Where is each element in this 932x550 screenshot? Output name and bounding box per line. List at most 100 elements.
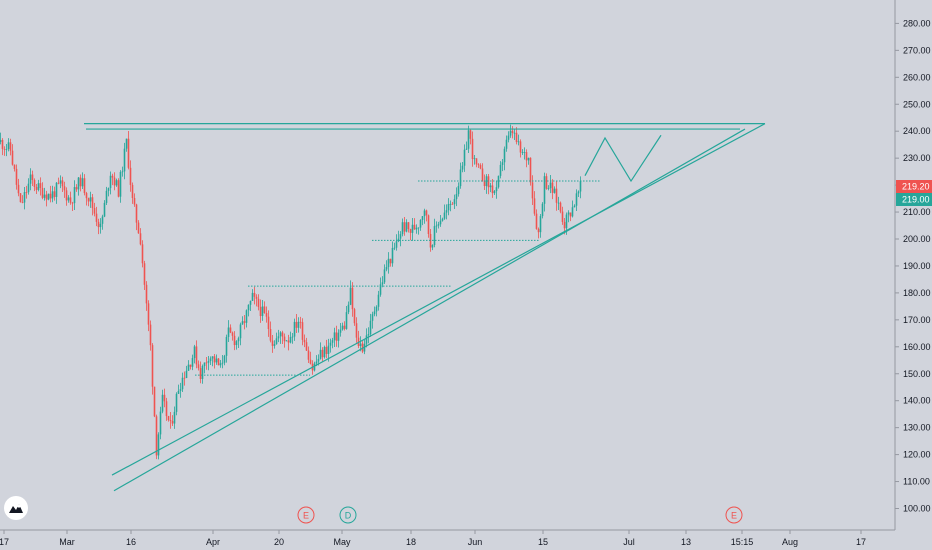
candle — [93, 202, 96, 217]
time-tick-label: May — [333, 537, 351, 547]
candle — [291, 332, 294, 344]
event-marker-label: D — [345, 511, 352, 521]
candle — [345, 306, 348, 330]
time-tick-label: 13 — [681, 537, 691, 547]
candle — [105, 186, 108, 205]
candle — [259, 299, 262, 323]
candle — [501, 158, 504, 172]
candle — [295, 314, 298, 334]
price-tag: 219.20 — [896, 180, 932, 193]
time-tick-label: 17 — [856, 537, 866, 547]
candle — [7, 138, 10, 152]
event-marker-label: E — [303, 511, 309, 521]
projection-path[interactable] — [584, 134, 662, 183]
candle — [455, 187, 458, 207]
candle — [481, 163, 484, 182]
candle — [323, 345, 326, 359]
candle — [417, 227, 420, 235]
candle — [545, 173, 548, 190]
candle — [507, 131, 510, 143]
time-tick-label: 16 — [126, 537, 136, 547]
candle — [443, 204, 446, 220]
candle — [23, 186, 26, 210]
candle — [187, 360, 190, 371]
candle — [125, 138, 128, 152]
time-tick-label: 20 — [274, 537, 284, 547]
candle — [437, 221, 440, 229]
candle — [11, 144, 14, 166]
candle — [99, 218, 102, 234]
candle — [389, 258, 392, 267]
time-tick-label: Jul — [623, 537, 635, 547]
candle — [557, 196, 560, 210]
candle — [13, 164, 16, 172]
candle — [27, 178, 30, 195]
candle — [207, 356, 210, 371]
price-axis[interactable]: 280.00270.00260.00250.00240.00230.00220.… — [895, 18, 931, 514]
candle — [375, 305, 378, 317]
price-tick-label: 140.00 — [903, 396, 931, 406]
candle — [309, 351, 312, 365]
candle — [133, 193, 136, 207]
candle — [415, 224, 418, 234]
candle — [303, 334, 306, 348]
support-trendline[interactable] — [113, 128, 746, 492]
candle — [53, 186, 56, 201]
candle — [235, 340, 238, 350]
trend-drawings[interactable] — [84, 123, 766, 492]
candle — [483, 174, 486, 190]
time-tick-label: Aug — [782, 537, 798, 547]
candle — [35, 183, 38, 195]
candle — [85, 191, 88, 206]
candle — [341, 322, 344, 331]
time-tick-label: Mar — [59, 537, 75, 547]
candle — [355, 317, 358, 343]
candle — [109, 171, 112, 195]
candle — [103, 200, 106, 218]
time-axis[interactable]: 17 Mar 16 Apr 20 May 18 Jun 15 Jul 13 15:15 Aug 17 — [0, 530, 866, 547]
price-tick-label: 230.00 — [903, 153, 931, 163]
price-tick-label: 110.00 — [903, 477, 930, 487]
candle — [39, 177, 42, 196]
candle — [273, 340, 276, 349]
candle — [177, 384, 180, 394]
candle — [467, 125, 470, 154]
candle — [571, 200, 574, 218]
candle — [473, 155, 476, 165]
candle — [221, 354, 224, 369]
candle — [215, 354, 218, 365]
candle — [283, 333, 286, 348]
event-marker[interactable]: E — [297, 506, 315, 524]
candle — [297, 317, 300, 333]
candle — [73, 180, 76, 210]
candle — [327, 338, 330, 362]
tradingview-logo[interactable] — [4, 496, 28, 520]
event-marker[interactable]: D — [339, 506, 357, 524]
candle — [469, 129, 472, 145]
price-tick-label: 190.00 — [903, 261, 931, 271]
support-trendline[interactable] — [111, 123, 766, 476]
candle — [233, 331, 236, 351]
candle — [261, 299, 264, 321]
candle — [131, 182, 134, 204]
candle — [459, 162, 462, 189]
time-tick-label: 15 — [538, 537, 548, 547]
candle — [573, 204, 576, 208]
candle — [111, 173, 114, 186]
candle — [407, 222, 410, 233]
candle — [179, 382, 182, 398]
candle — [485, 174, 488, 194]
candle — [285, 339, 288, 342]
candle — [203, 362, 206, 374]
time-tick-label: 17 — [0, 537, 9, 547]
candle — [141, 240, 144, 268]
candle — [219, 359, 222, 368]
candle — [377, 290, 380, 311]
candle — [435, 221, 438, 233]
event-marker[interactable]: E — [725, 506, 743, 524]
candle — [445, 204, 448, 220]
candle — [205, 357, 208, 370]
